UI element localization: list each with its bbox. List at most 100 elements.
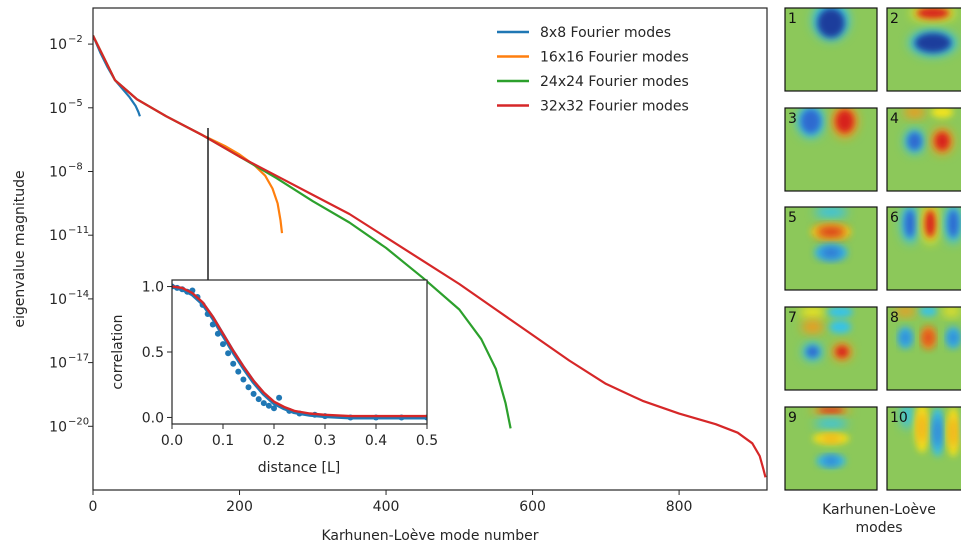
main-y-tick-exponent: −14 (68, 289, 89, 300)
mode-tile-blob (835, 109, 854, 133)
mode-tile-blob (819, 435, 843, 442)
mode-tile-blob (799, 307, 826, 318)
mode-tile-blob (815, 226, 847, 238)
mode-tile-blob (800, 108, 821, 134)
main-x-ticks: 0 200 400 600 800 (89, 490, 692, 515)
mode-tile-frame (886, 7, 961, 92)
mode-tile-2: 2 (886, 7, 961, 92)
main-y-tick-label: 10 (49, 101, 67, 117)
mode-tile-blob (933, 415, 942, 449)
mode-tile-frame (886, 406, 961, 491)
main-x-axis-label: Karhunen-Loève mode number (321, 528, 538, 544)
main-x-tick-label: 200 (226, 499, 253, 515)
inset-data-point (276, 394, 283, 401)
modes-caption-line1: Karhunen-Loève (822, 502, 936, 518)
mode-tile-number: 8 (890, 310, 899, 326)
inset-x-tick-label: 0.5 (416, 433, 438, 449)
main-y-tick-label: 10 (49, 228, 67, 244)
main-series-line-4 (93, 35, 767, 478)
mode-tile-blob (914, 32, 952, 53)
mode-tile-frame (784, 306, 878, 391)
mode-tile-background (887, 307, 961, 390)
main-y-tick-exponent: −8 (68, 161, 83, 172)
main-y-tick-exponent: −11 (68, 225, 89, 236)
mode-tile-5: 5 (784, 206, 878, 291)
mode-tile-blob (904, 209, 916, 238)
inset-data-point (250, 390, 257, 397)
mode-tile-number: 2 (890, 11, 899, 27)
mode-tile-blob (814, 418, 848, 429)
mode-tile-background (785, 307, 877, 390)
mode-tile-1: 1 (784, 7, 878, 92)
inset-x-tick-label: 0.2 (263, 433, 285, 449)
main-x-tick-label: 600 (519, 499, 546, 515)
inset-plot: 0.0 0.1 0.2 0.3 0.4 0.5 0.0 0.5 1.0 distance [L… (110, 279, 438, 476)
mode-tile-blob (948, 330, 958, 346)
mode-tile-number: 5 (788, 210, 797, 226)
inset-x-tick-label: 0.4 (365, 433, 387, 449)
inset-y-tick-label: 0.0 (142, 410, 164, 426)
legend: 8x8 Fourier modes 16x16 Fourier modes 24x2… (497, 25, 689, 115)
mode-tile-blob (818, 407, 844, 413)
inset-series-line-2 (172, 285, 427, 418)
mode-tile-blob (934, 132, 950, 151)
legend-label: 8x8 Fourier modes (540, 25, 671, 41)
mode-tile-blob (894, 307, 917, 317)
mode-tile-frame (886, 107, 961, 192)
mode-tiles: 1 2 3 4 5 6 7 8 9 10 (784, 7, 961, 491)
mode-tile-8: 8 (886, 306, 961, 391)
mode-tile-frame (784, 206, 878, 291)
mode-tile-blob (916, 8, 950, 19)
mode-tile-blob (924, 209, 936, 238)
main-y-tick-exponent: −5 (68, 98, 83, 109)
main-y-axis-label: eigenvalue magnitude (12, 170, 28, 327)
mode-tile-blob (931, 108, 954, 118)
legend-label: 16x16 Fourier modes (540, 50, 689, 66)
inset-y-axis-label: correlation (110, 314, 126, 389)
mode-tile-blob (900, 407, 914, 429)
mode-tile-blob (907, 132, 922, 151)
mode-tile-number: 7 (788, 310, 797, 326)
modes-caption-line2: modes (856, 520, 903, 536)
mode-tile-3: 3 (784, 107, 878, 192)
mode-tile-blob (942, 307, 961, 317)
main-axes-frame (92, 7, 768, 491)
inset-data-point (271, 405, 277, 412)
mode-tile-blob (900, 330, 911, 346)
inset-data-point (220, 341, 226, 348)
inset-data-point (260, 400, 267, 407)
mode-tile-frame (886, 306, 961, 391)
inset-data-point (230, 360, 237, 367)
mode-tile-number: 9 (788, 410, 797, 426)
mode-tile-frame (784, 406, 878, 491)
mode-tile-blob (947, 209, 959, 238)
mode-tile-frame (784, 7, 878, 92)
mode-tile-blob (821, 456, 841, 466)
inset-data-point (240, 376, 247, 383)
inset-x-tick-label: 0.0 (161, 433, 183, 449)
inset-data-point (235, 368, 242, 375)
mode-tile-frame (784, 107, 878, 192)
mode-tile-blob (923, 329, 934, 347)
mode-tile-blob (919, 307, 938, 317)
inset-series-group (172, 283, 427, 421)
inset-y-tick-label: 0.5 (142, 345, 164, 361)
mode-tile-frame (886, 206, 961, 291)
main-y-tick-label: 10 (49, 292, 67, 308)
mode-tile-blob (903, 108, 926, 118)
inset-data-point (245, 384, 252, 391)
inset-data-point (255, 396, 262, 403)
inset-data-point (225, 350, 232, 357)
inset-data-point (265, 402, 272, 409)
main-y-tick-exponent: −2 (68, 34, 83, 45)
mode-tile-4: 4 (886, 107, 961, 192)
mode-tile-blob (835, 346, 849, 358)
mode-tile-blob (829, 320, 852, 334)
mode-tile-blob (814, 207, 848, 218)
mode-tile-blob (819, 246, 843, 259)
main-y-tick-label: 10 (49, 356, 67, 372)
mode-tile-number: 1 (788, 11, 797, 27)
inset-y-ticks: 0.0 0.5 1.0 (142, 280, 172, 426)
